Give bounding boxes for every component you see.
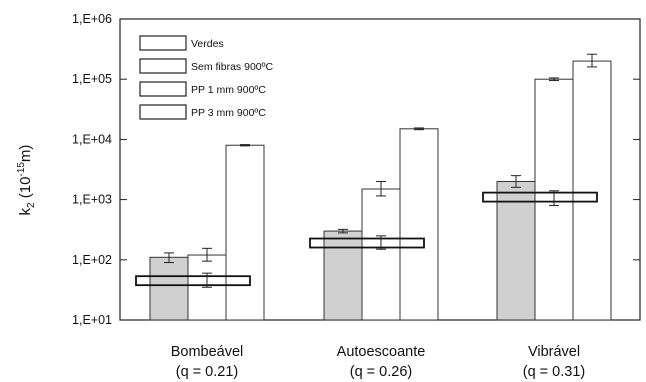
x-category-label: Autoescoante (337, 344, 426, 360)
x-category-label: Bombeável (171, 344, 244, 360)
x-category-q-label: (q = 0.31) (523, 364, 585, 380)
x-category-q-label: (q = 0.21) (176, 364, 238, 380)
y-axis-title: k2 (10-15m) (16, 145, 37, 216)
y-tick-label: 1,E+04 (72, 132, 112, 146)
legend-label: PP 1 mm 900ºC (191, 84, 266, 96)
bar (149, 256, 189, 321)
legend-swatch (139, 104, 187, 120)
legend-label: Verdes (191, 38, 224, 50)
y-tick-label: 1,E+05 (72, 72, 112, 86)
x-category-q-label: (q = 0.26) (350, 364, 412, 380)
bar (361, 188, 401, 321)
legend-swatch (139, 35, 187, 51)
y-axis-label: k2 (10-15m) (16, 145, 37, 216)
y-tick-label: 1,E+02 (72, 253, 112, 267)
flat-bar (309, 237, 425, 249)
y-tick-label: 1,E+01 (72, 313, 112, 327)
bar (496, 180, 536, 321)
bar-group (135, 144, 265, 321)
y-tick-label: 1,E+06 (72, 12, 112, 26)
bar-group (309, 127, 439, 321)
legend-label: PP 3 mm 900ºC (191, 107, 266, 119)
bar-group (482, 53, 612, 321)
plot-area: 1,E+01 1,E+02 1,E+03 1,E+04 1,E+05 1,E+06 Bomb… (72, 12, 641, 380)
y-tick-label: 1,E+03 (72, 193, 112, 207)
legend-swatch (139, 81, 187, 97)
legend-swatch (139, 58, 187, 74)
bar (225, 144, 265, 321)
flat-bar (135, 275, 251, 287)
legend: Verdes Sem fibras 900ºC PP 1 mm 900ºC PP 3 … (139, 35, 273, 120)
x-category-label: Vibrável (528, 344, 580, 360)
bar (323, 230, 363, 321)
bar (399, 128, 439, 321)
flat-bar (482, 191, 598, 203)
bar (572, 60, 612, 321)
legend-label: Sem fibras 900ºC (191, 61, 273, 73)
